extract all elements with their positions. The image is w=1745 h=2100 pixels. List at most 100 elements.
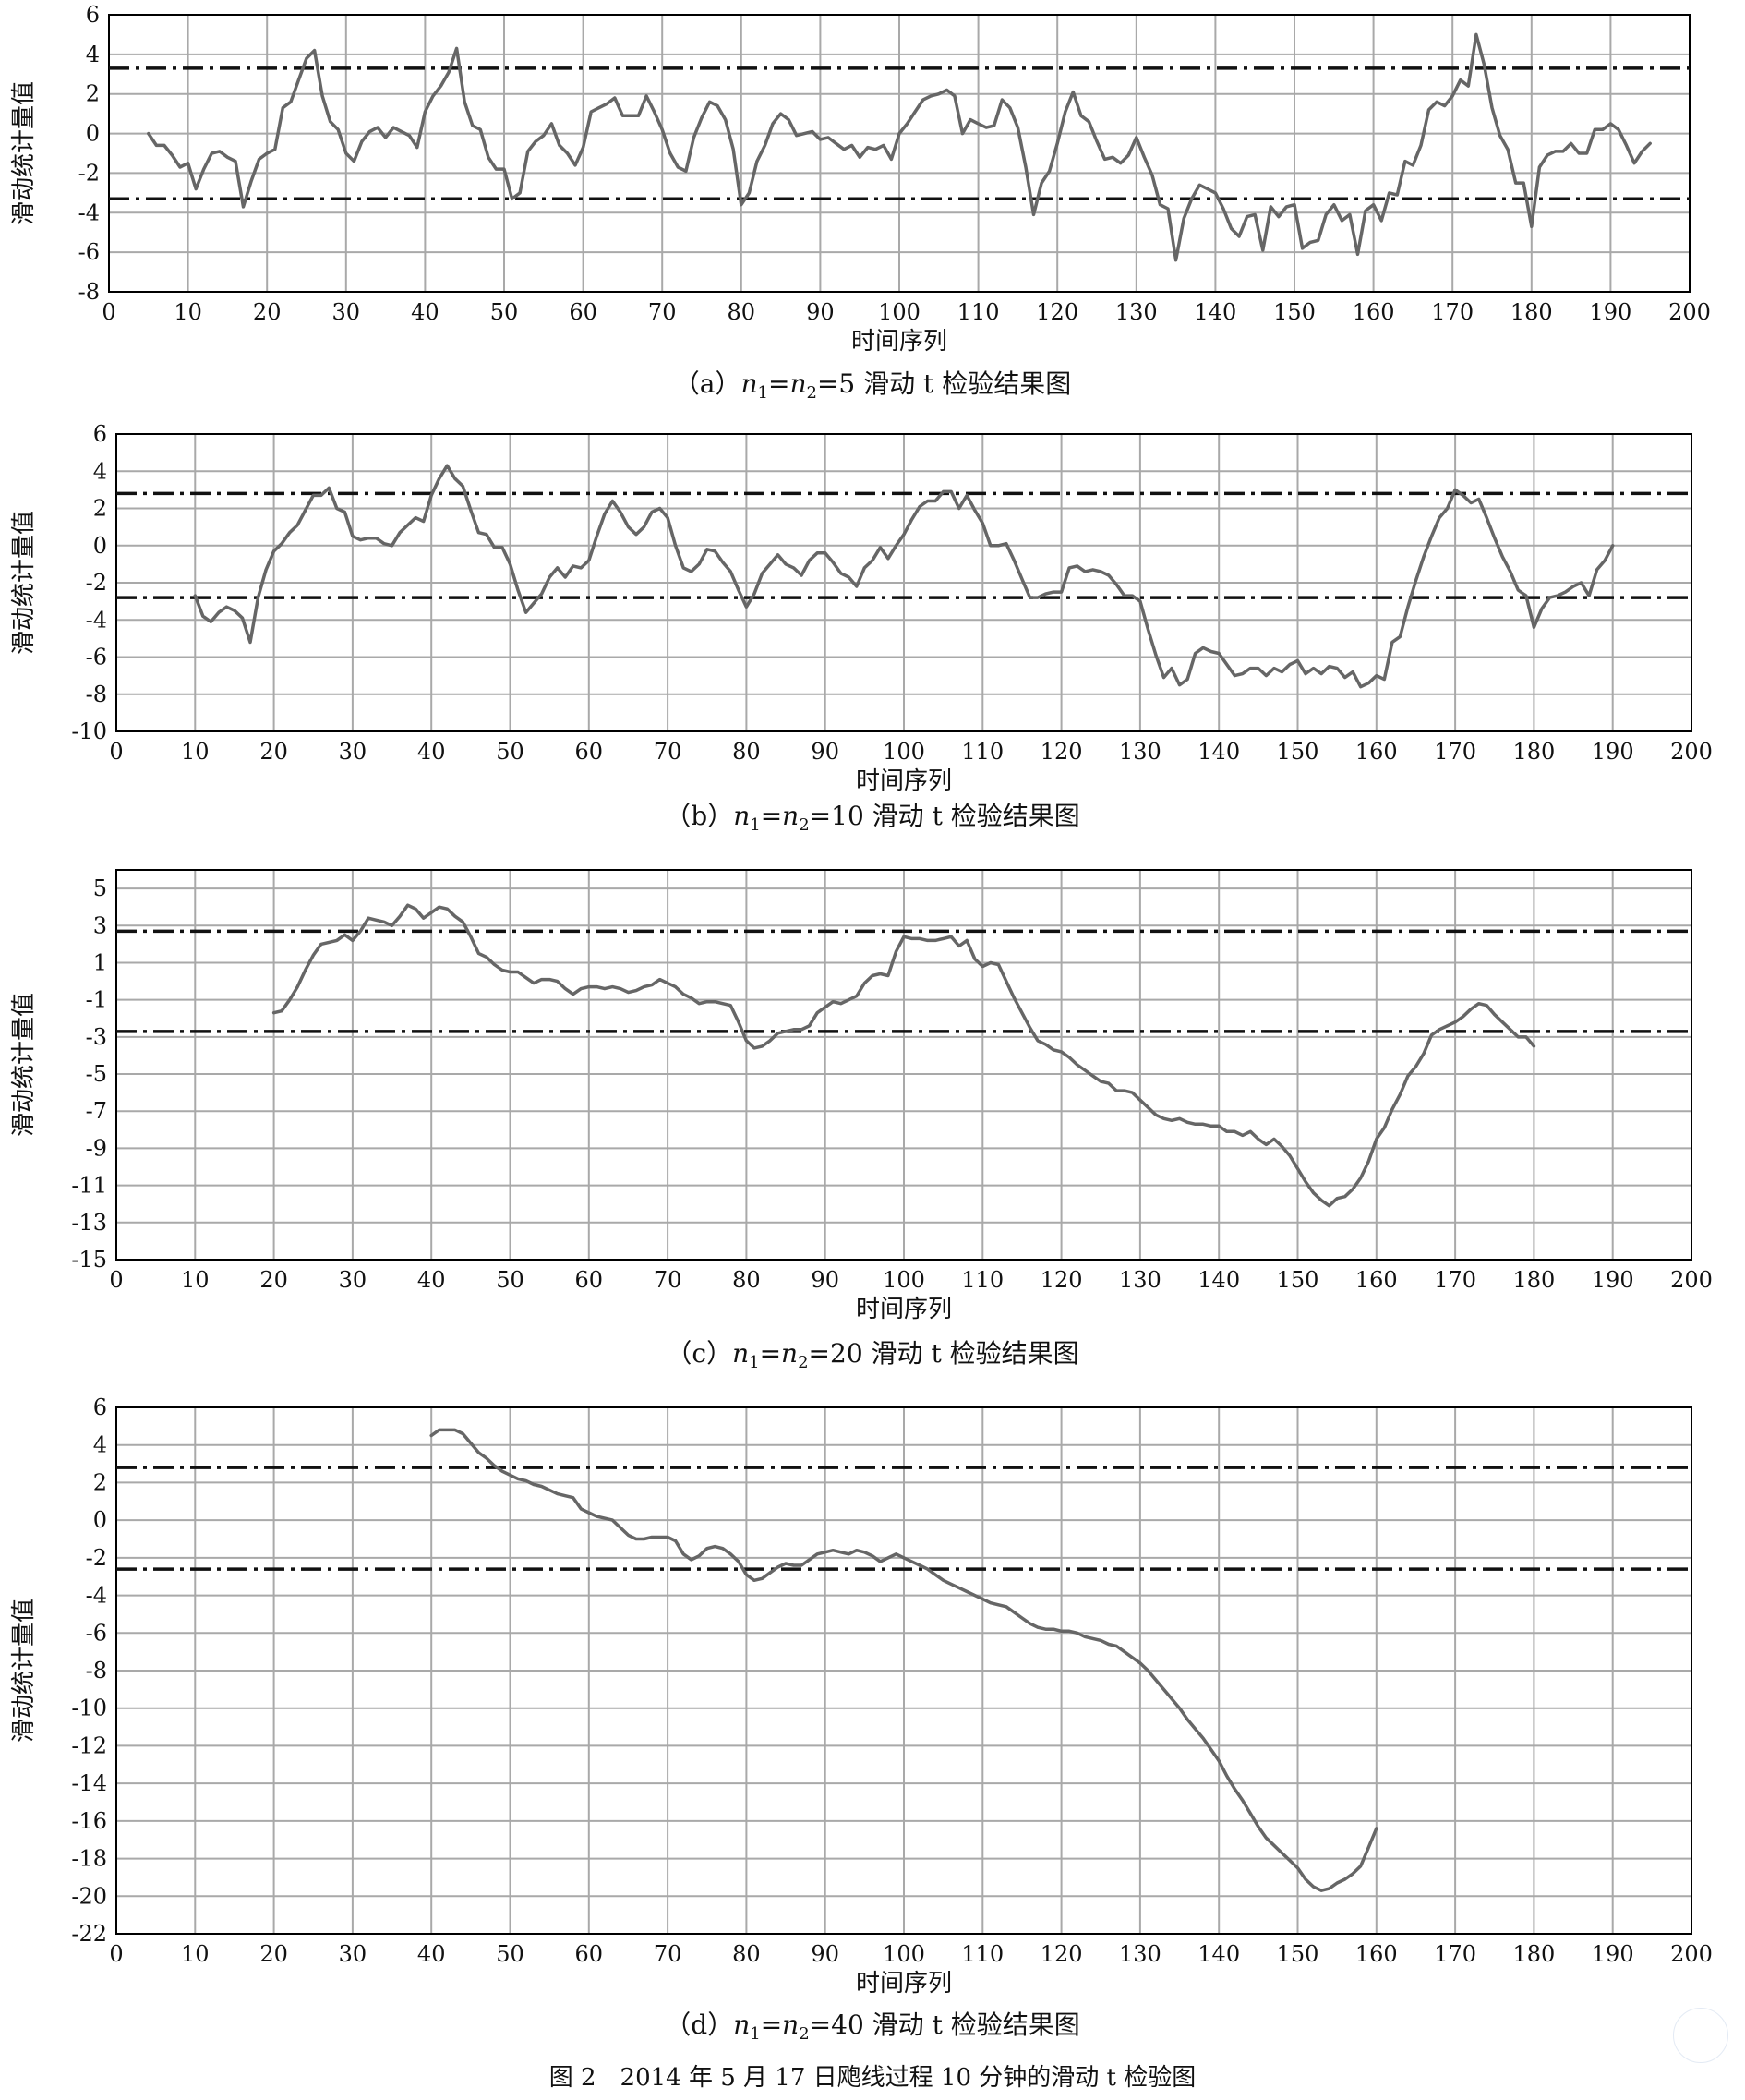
y-axis-label: 滑动统计量值 [10,511,38,655]
y-axis-label: 滑动统计量值 [10,993,38,1137]
x-tick-label: 80 [732,1267,761,1293]
x-tick-label: 80 [728,299,756,325]
x-tick-label: 0 [102,299,115,325]
panel-caption: （b）n1=n2=10 滑动 t 检验结果图 [665,801,1079,835]
plot-frame [115,1406,1692,1935]
x-tick-label: 140 [1197,739,1240,765]
x-tick-label: 190 [1592,739,1634,765]
y-tick-label: 1 [93,949,107,975]
panel-caption: （a）n1=n2=5 滑动 t 检验结果图 [674,368,1071,403]
x-tick-label: 100 [878,299,921,325]
y-tick-label: -9 [86,1135,107,1161]
y-tick-label: 2 [93,1469,107,1495]
x-tick-label: 170 [1434,1941,1476,1967]
x-tick-label: 170 [1434,1267,1476,1293]
x-tick-label: 90 [811,739,839,765]
y-axis-label: 滑动统计量值 [10,1599,38,1743]
y-tick-label: -12 [71,1732,107,1758]
x-tick-label: 40 [417,1267,446,1293]
x-tick-label: 120 [1041,1267,1083,1293]
x-axis-label: 时间序列 [856,767,952,795]
x-tick-label: 140 [1197,1267,1240,1293]
chart-panel-b: 0 10 20 30 40 50 60 70 80 90 100 110 120 130 140 150 160… [10,421,1713,835]
x-tick-label: 60 [575,739,604,765]
y-tick-label: -8 [86,1658,107,1684]
y-tick-label: 3 [93,912,107,938]
x-tick-label: 30 [339,739,367,765]
x-tick-label: 50 [496,739,524,765]
y-tick-label: 4 [93,1432,107,1458]
x-tick-label: 180 [1512,739,1555,765]
x-tick-label: 70 [654,1267,682,1293]
y-tick-label: 2 [86,81,100,107]
x-tick-label: 70 [654,1941,682,1967]
y-tick-label: 6 [93,1394,107,1420]
y-tick-label: -8 [86,682,107,707]
x-tick-label: 140 [1197,1941,1240,1967]
x-tick-label: 50 [496,1941,524,1967]
x-tick-label: 160 [1355,739,1398,765]
y-tick-label: 6 [86,2,100,28]
x-tick-label: 0 [109,1267,123,1293]
x-tick-label: 80 [732,739,761,765]
x-tick-label: 30 [332,299,361,325]
y-tick-label: -6 [78,239,100,265]
x-tick-label: 150 [1277,739,1319,765]
x-tick-label: 200 [1668,299,1711,325]
y-tick-label: -8 [78,279,100,305]
x-tick-label: 70 [654,739,682,765]
x-tick-label: 150 [1273,299,1316,325]
y-tick-label: -4 [86,607,107,633]
y-tick-label: -18 [71,1846,107,1872]
x-tick-label: 200 [1670,1941,1713,1967]
x-tick-label: 130 [1119,739,1161,765]
watermark-logo [1673,2008,1728,2063]
x-tick-label: 110 [961,1941,1004,1967]
x-tick-label: 90 [806,299,835,325]
x-tick-label: 120 [1041,739,1083,765]
x-tick-label: 160 [1355,1267,1398,1293]
plot-frame [115,869,1692,1261]
x-tick-label: 160 [1355,1941,1398,1967]
x-tick-label: 100 [883,1267,925,1293]
y-tick-label: 0 [93,533,107,559]
y-tick-label: -6 [86,1620,107,1646]
x-tick-label: 110 [961,1267,1004,1293]
x-tick-label: 150 [1277,1267,1319,1293]
y-tick-label: -5 [86,1061,107,1087]
y-tick-label: -10 [71,718,107,744]
panel-caption: （c）n1=n2=20 滑动 t 检验结果图 [666,1338,1078,1372]
x-tick-label: 50 [490,299,519,325]
y-tick-label: 0 [93,1507,107,1533]
figure-caption: 图 2 2014 年 5 月 17 日飑线过程 10 分钟的滑动 t 检验图 [549,2064,1197,2092]
x-tick-label: 40 [417,739,446,765]
x-tick-label: 70 [648,299,677,325]
chart-panels: 0 10 20 30 40 50 60 70 80 90 100 110 120 130 140 150 160… [10,2,1713,2044]
x-tick-label: 20 [259,739,288,765]
y-tick-label: -20 [71,1883,107,1909]
x-tick-label: 150 [1277,1941,1319,1967]
x-tick-label: 20 [259,1941,288,1967]
x-tick-label: 10 [181,1267,210,1293]
chart-panel-a: 0 10 20 30 40 50 60 70 80 90 100 110 120 130 140 150 160… [10,2,1711,403]
plot-frame [108,14,1691,293]
y-tick-label: -6 [86,645,107,670]
y-tick-label: -10 [71,1696,107,1721]
x-axis-label: 时间序列 [856,1970,952,1997]
series-line [429,1428,1378,1892]
y-tick-label: 6 [93,421,107,447]
y-tick-label: 2 [93,496,107,522]
y-tick-label: -3 [86,1024,107,1050]
x-tick-label: 30 [339,1267,367,1293]
x-tick-label: 80 [732,1941,761,1967]
x-tick-label: 110 [957,299,1000,325]
x-axis-label: 时间序列 [851,328,947,356]
x-tick-label: 60 [575,1267,604,1293]
x-tick-label: 130 [1119,1267,1161,1293]
x-tick-label: 10 [181,1941,210,1967]
y-tick-label: -15 [71,1247,107,1273]
x-tick-label: 0 [109,739,123,765]
y-tick-label: -7 [86,1098,107,1124]
x-tick-label: 90 [811,1941,839,1967]
